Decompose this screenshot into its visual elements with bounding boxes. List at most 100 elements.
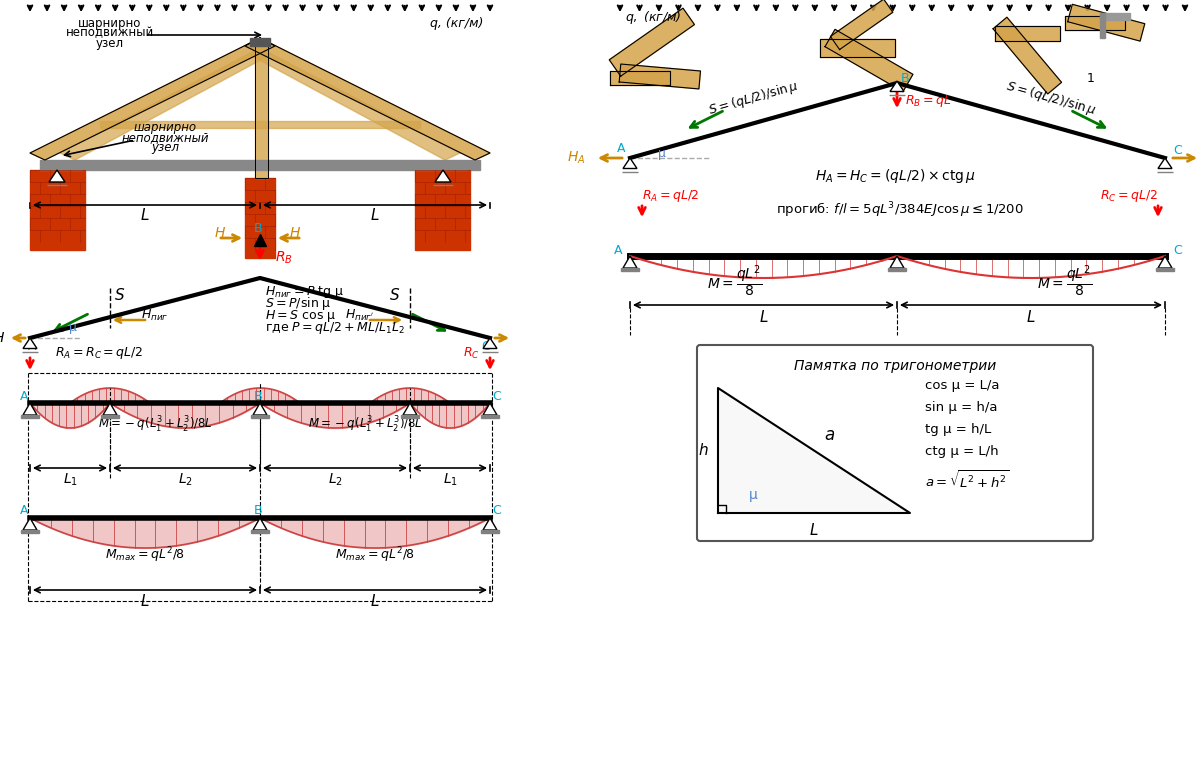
Text: $R_A = R_C = qL/2$: $R_A = R_C = qL/2$ (55, 345, 143, 361)
Polygon shape (890, 256, 904, 268)
Text: $H_A = H_C = (qL/2)\times\mathrm{ctg}\,\mu$: $H_A = H_C = (qL/2)\times\mathrm{ctg}\,\… (815, 167, 976, 185)
Polygon shape (482, 403, 497, 415)
Polygon shape (1068, 5, 1145, 41)
Text: tg μ = h/L: tg μ = h/L (925, 423, 991, 436)
Text: 1: 1 (1087, 72, 1094, 85)
Polygon shape (623, 256, 637, 268)
Text: $M = \dfrac{qL^2}{8}$: $M = \dfrac{qL^2}{8}$ (1038, 263, 1092, 299)
Text: μ: μ (749, 488, 757, 502)
Polygon shape (23, 338, 37, 349)
Polygon shape (1158, 256, 1172, 268)
Text: cos μ = L/a: cos μ = L/a (925, 379, 1000, 392)
Polygon shape (23, 518, 37, 530)
Text: $L_1$: $L_1$ (62, 472, 78, 488)
Text: sin μ = h/a: sin μ = h/a (925, 402, 997, 415)
Text: L: L (1027, 310, 1036, 325)
Text: $L_2$: $L_2$ (178, 472, 192, 488)
Text: $S = (qL/2)/\sin\mu$: $S = (qL/2)/\sin\mu$ (707, 78, 800, 119)
Text: B: B (901, 71, 910, 84)
Text: C: C (1174, 244, 1182, 257)
Text: A: A (19, 389, 28, 402)
Polygon shape (1066, 16, 1126, 30)
Polygon shape (251, 530, 269, 533)
Text: $H_{пиг'}$: $H_{пиг'}$ (346, 307, 374, 323)
Text: μ: μ (658, 147, 666, 160)
Text: A: A (617, 141, 625, 154)
Text: C: C (492, 505, 500, 518)
Text: $M_{max}= qL^2/8$: $M_{max}= qL^2/8$ (335, 545, 415, 564)
Polygon shape (245, 178, 275, 258)
Text: неподвижный: неподвижный (66, 27, 154, 39)
Text: $H_A$: $H_A$ (566, 150, 586, 166)
Text: S: S (115, 287, 125, 303)
Text: a: a (824, 426, 834, 445)
Text: где $P = qL/2 + ML/L_1L_2$: где $P = qL/2 + ML/L_1L_2$ (265, 320, 406, 336)
Text: $R_A= qL/2$: $R_A= qL/2$ (642, 188, 700, 204)
Text: $q,$ (кг/м): $q,$ (кг/м) (625, 9, 682, 27)
Text: прогиб: $f/l = 5qL^3/384EJ\cos\mu \leq 1/200$: прогиб: $f/l = 5qL^3/384EJ\cos\mu \leq 1… (776, 200, 1024, 220)
Text: h: h (698, 443, 708, 458)
Polygon shape (890, 81, 904, 91)
Text: L: L (140, 207, 149, 223)
Polygon shape (250, 38, 270, 46)
Polygon shape (482, 338, 497, 349)
Text: $S = P$/sin μ: $S = P$/sin μ (265, 296, 331, 313)
Text: C: C (1174, 144, 1182, 157)
Text: L: L (810, 523, 818, 538)
Polygon shape (403, 403, 418, 415)
Polygon shape (820, 39, 895, 57)
Polygon shape (253, 518, 266, 530)
Text: $H = S$ cos μ: $H = S$ cos μ (265, 308, 336, 324)
Polygon shape (401, 415, 419, 418)
Polygon shape (22, 530, 38, 533)
Text: неподвижный: неподвижный (121, 131, 209, 144)
Polygon shape (49, 170, 65, 182)
Text: A: A (613, 244, 622, 257)
Text: $R_B= qL$: $R_B= qL$ (905, 93, 952, 109)
Polygon shape (610, 71, 670, 85)
Polygon shape (482, 518, 497, 530)
Polygon shape (22, 415, 38, 418)
Text: $L_2$: $L_2$ (328, 472, 342, 488)
Polygon shape (481, 530, 499, 533)
Text: H: H (215, 226, 226, 240)
Text: $M = -q(L_1^3+L_2^3)/8L$: $M = -q(L_1^3+L_2^3)/8L$ (307, 415, 422, 435)
Polygon shape (251, 415, 269, 418)
Polygon shape (826, 29, 913, 91)
Polygon shape (245, 38, 490, 160)
Text: q, (кг/м): q, (кг/м) (430, 16, 484, 29)
Polygon shape (103, 403, 118, 415)
Polygon shape (30, 170, 85, 250)
Text: $R_C = qL/2$: $R_C = qL/2$ (1100, 188, 1158, 204)
Polygon shape (415, 170, 470, 250)
Polygon shape (622, 268, 640, 271)
Polygon shape (256, 40, 268, 178)
Text: $a = \sqrt{L^2 + h^2}$: $a = \sqrt{L^2 + h^2}$ (925, 469, 1009, 491)
Polygon shape (995, 25, 1060, 41)
Text: шарнирно: шарнирно (78, 16, 142, 29)
Polygon shape (830, 0, 893, 50)
Text: L: L (760, 310, 768, 325)
Polygon shape (60, 48, 270, 160)
Polygon shape (101, 415, 119, 418)
Polygon shape (1100, 13, 1105, 38)
Polygon shape (23, 403, 37, 415)
Text: B: B (893, 260, 901, 273)
Text: B: B (253, 505, 263, 518)
Polygon shape (888, 268, 906, 271)
Text: A: A (19, 505, 28, 518)
Polygon shape (250, 48, 460, 160)
Text: $H_{пиг}= P$ tg μ: $H_{пиг}= P$ tg μ (265, 284, 344, 300)
Text: H: H (290, 226, 300, 240)
Text: H: H (0, 331, 4, 345)
Text: L: L (371, 594, 379, 610)
Text: $R_B$: $R_B$ (275, 250, 293, 266)
Polygon shape (481, 415, 499, 418)
Text: B: B (253, 221, 263, 234)
Polygon shape (623, 158, 637, 168)
Text: L: L (371, 207, 379, 223)
Text: Памятка по тригонометрии: Памятка по тригонометрии (794, 359, 996, 373)
Text: ctg μ = L/h: ctg μ = L/h (925, 445, 998, 458)
Text: A: A (28, 339, 36, 353)
Polygon shape (994, 17, 1062, 94)
